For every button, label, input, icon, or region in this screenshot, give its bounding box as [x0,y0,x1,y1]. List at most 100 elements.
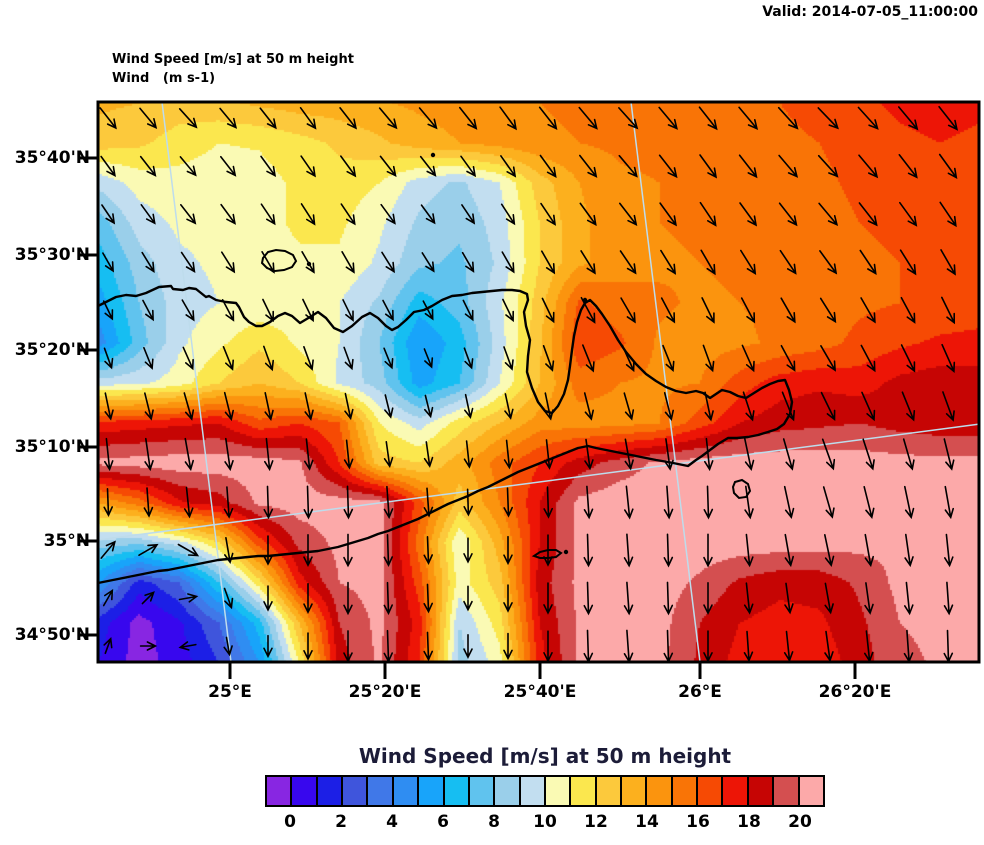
colorbar-tick-8: 8 [488,812,500,832]
wind-arrow [704,391,714,422]
wind-arrow [260,155,277,178]
wind-arrow [100,540,116,559]
colorbar-cell [419,777,445,805]
wind-arrow [702,344,715,373]
colorbar-tick-4: 4 [386,812,398,832]
wind-arrow [423,536,433,565]
wind-arrow [579,202,597,227]
wind-arrow [144,392,154,421]
wind-arrow [177,543,200,557]
wind-arrow [259,107,277,130]
wind-arrow [820,391,836,422]
wind-arrow [219,107,238,129]
wind-arrow [463,537,473,564]
colorbar-cell [393,777,420,805]
colorbar-cell [596,777,623,805]
wind-arrow [579,154,598,178]
colorbar-tick-20: 20 [788,812,812,832]
wind-arrow [461,251,475,273]
wind-arrow [301,251,315,274]
wind-arrow [380,203,396,225]
wind-arrow [619,202,638,227]
wind-arrow [544,392,554,421]
island-outline [731,478,752,500]
wind-arrow [343,485,354,520]
wind-arrow [461,204,476,225]
wind-arrow [142,299,154,322]
wind-arrow [621,344,635,373]
wind-arrow [941,343,956,373]
wind-arrow [463,440,474,469]
wind-arrow [101,204,116,225]
wind-arrow [623,581,634,616]
wind-arrow [223,636,233,657]
colorbar-tick-0: 0 [284,812,296,832]
wind-arrow [418,107,438,130]
wind-arrow [584,438,594,471]
wind-arrow [460,155,477,178]
colorbar-cell [545,777,572,805]
wind-arrow [304,392,314,421]
wind-arrow [543,486,553,519]
wind-arrow [184,437,194,472]
wind-arrow [378,107,398,130]
lon-label-26E: 26°E [678,682,722,702]
wind-arrow [459,106,478,130]
wind-arrow [858,202,878,227]
wind-arrow [180,204,197,225]
graticule-meridian [630,101,701,663]
wind-arrow [861,391,876,422]
wind-arrow [663,533,674,568]
wind-arrow [817,154,839,178]
colorbar-cell [469,777,496,805]
wind-arrow [740,249,757,276]
wind-arrow [582,344,595,373]
wind-arrow [303,583,313,615]
wind-arrow [904,533,914,568]
wind-arrow [221,251,236,274]
graticule-meridian [161,101,232,663]
colorbar-cell [317,777,344,805]
wind-arrow [503,346,514,371]
wind-arrow [464,393,474,420]
wind-arrow [780,344,796,372]
wind-arrow [817,107,839,130]
wind-arrow [500,155,517,178]
map-title-line2: Wind (m s-1) [112,71,216,86]
wind-arrow [462,299,474,322]
wind-arrow [539,154,557,178]
wind-arrow [340,203,356,226]
wind-arrow [303,632,313,661]
wind-arrow [104,392,114,421]
wind-arrow [944,533,954,568]
wind-arrow [903,629,914,664]
wind-arrow [503,439,514,470]
wind-arrow [738,154,758,179]
wind-arrow [864,582,874,615]
wind-arrow [944,485,954,520]
wind-arrow [503,632,513,661]
wind-arrow [941,296,955,325]
wind-arrow [818,202,839,226]
wind-arrow [857,106,879,130]
wind-arrow [543,582,553,615]
colorbar-cell [571,777,597,805]
wind-arrow [864,533,874,568]
wind-arrow [103,347,114,370]
wind-arrow [777,106,799,130]
wind-arrow [658,106,678,130]
colorbar-cell [292,777,318,805]
wind-arrow [699,154,718,179]
wind-arrow [103,488,113,517]
colorbar-tick-16: 16 [686,812,710,832]
wind-arrow [699,201,717,227]
wind-arrow [343,439,354,470]
colorbar-title: Wind Speed [m/s] at 50 m height [358,744,732,768]
wind-arrow [824,582,834,615]
wind-arrow [779,249,797,275]
wind-arrow [703,485,714,520]
wind-arrow [420,204,436,225]
wind-arrow [741,344,755,373]
wind-arrow [263,345,274,372]
lat-label-35N: 35°N [43,531,90,551]
